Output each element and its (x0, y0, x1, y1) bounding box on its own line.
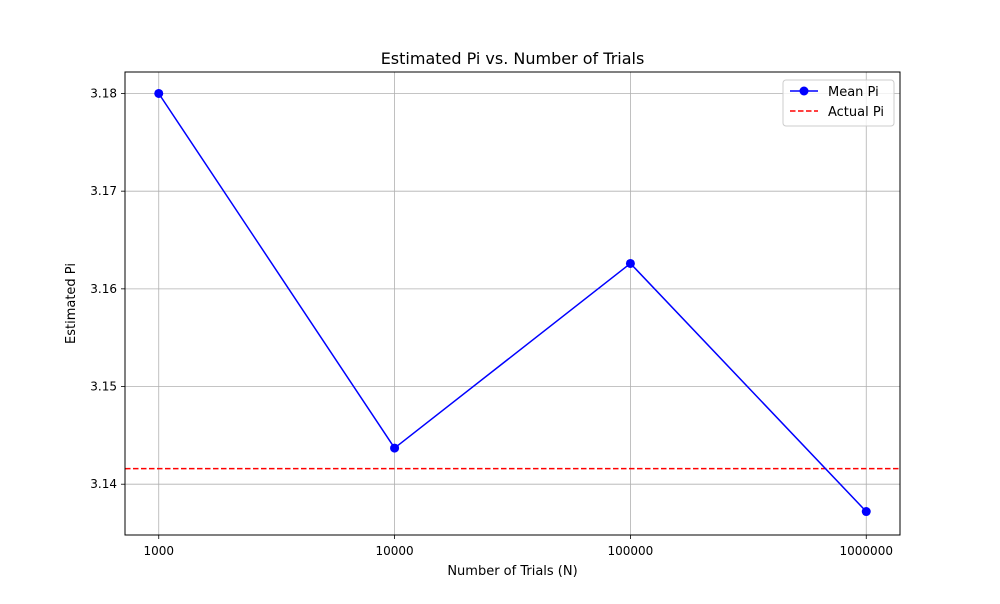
x-tick-label: 10000 (375, 544, 413, 558)
x-tick-label: 100000 (608, 544, 654, 558)
legend-label-actual-pi: Actual Pi (828, 105, 884, 120)
y-tick-label: 3.18 (90, 86, 117, 100)
y-tick-label: 3.17 (90, 184, 117, 198)
plot-data (125, 88, 900, 517)
x-tick-label: 1000 (143, 544, 174, 558)
plot-area-frame (124, 71, 901, 536)
y-axis: 3.14 3.15 3.16 3.17 3.18 (90, 86, 125, 491)
y-axis-label: Estimated Pi (64, 263, 79, 344)
data-point-mean-pi (861, 507, 871, 517)
data-point-mean-pi (390, 443, 400, 453)
chart-title: Estimated Pi vs. Number of Trials (381, 49, 645, 68)
grid (125, 72, 900, 535)
data-point-mean-pi (154, 88, 164, 98)
x-tick-label: 1000000 (840, 544, 893, 558)
x-axis-label: Number of Trials (N) (447, 564, 577, 579)
x-axis: 1000 10000 100000 1000000 (143, 535, 893, 558)
legend-label-mean-pi: Mean Pi (828, 85, 879, 100)
y-tick-label: 3.15 (90, 380, 117, 394)
data-point-mean-pi (625, 258, 635, 268)
series-line-mean-pi (158, 93, 867, 513)
y-tick-label: 3.16 (90, 282, 117, 296)
legend: Mean Pi Actual Pi (782, 79, 895, 127)
y-tick-label: 3.14 (90, 477, 117, 491)
legend-marker-mean-pi (799, 86, 809, 96)
